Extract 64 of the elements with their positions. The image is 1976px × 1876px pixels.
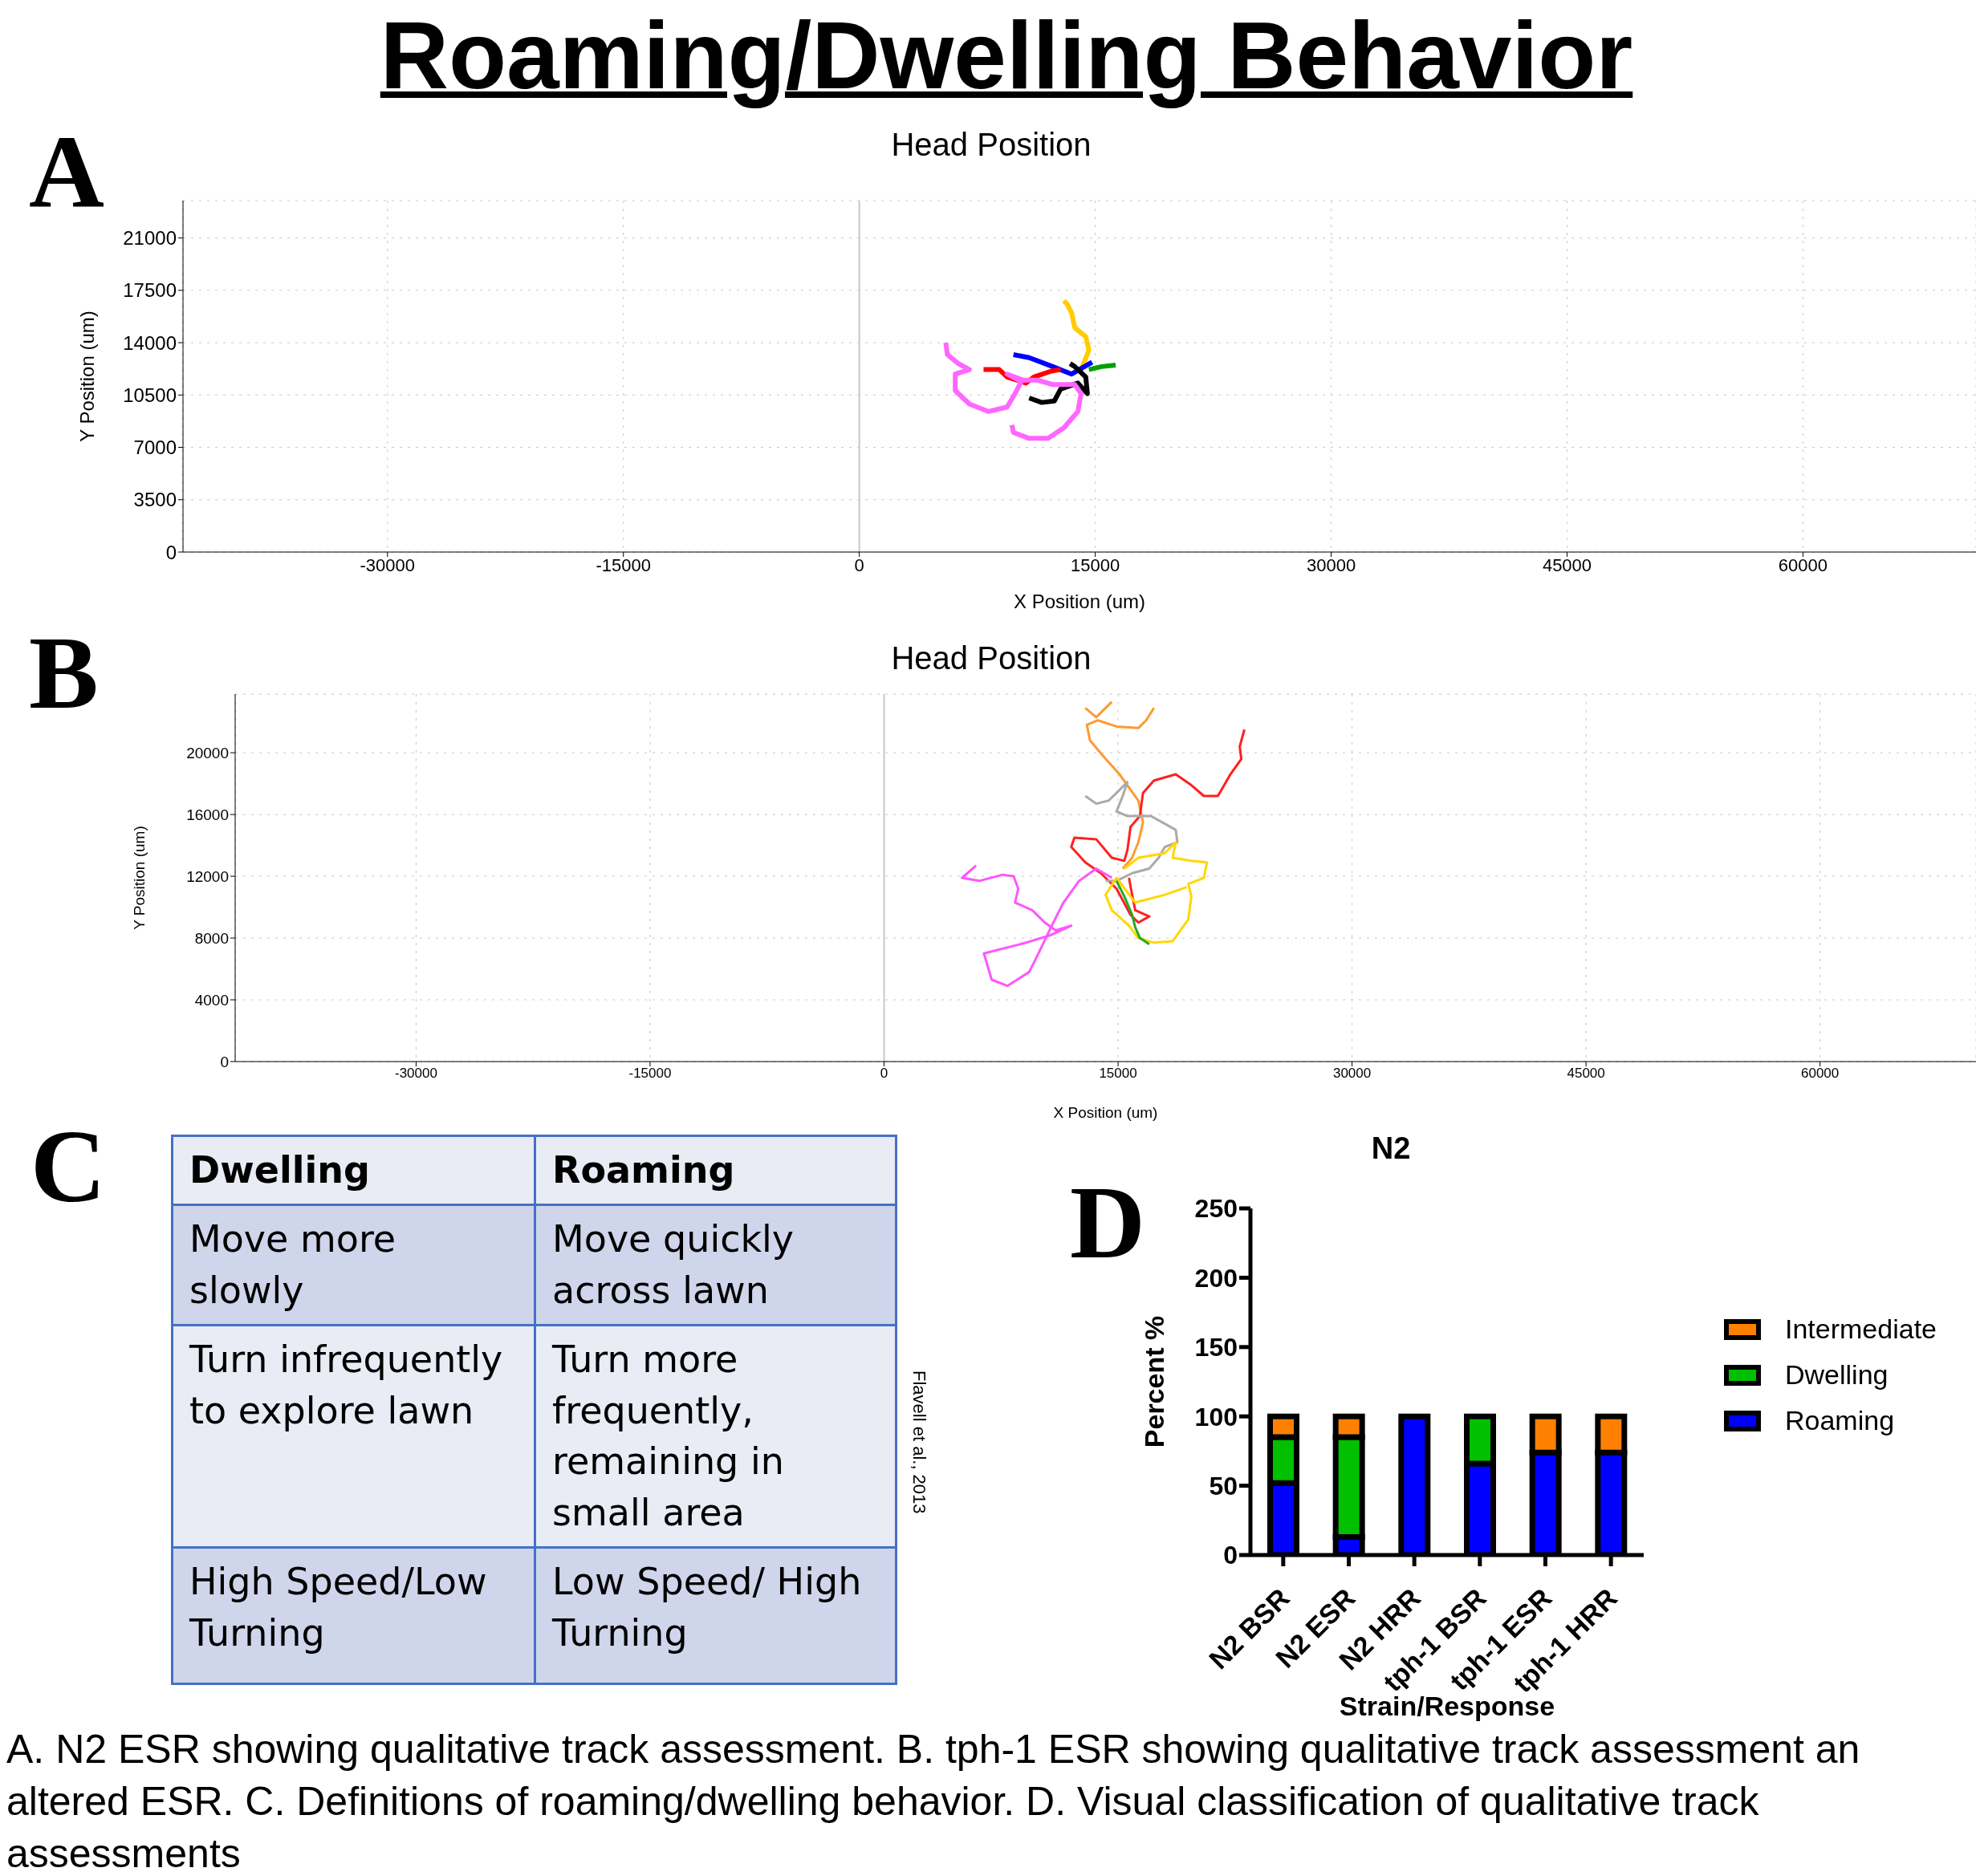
text: Roaming/Dwelling Behavior bbox=[379, 2, 1634, 108]
x-tick-label: 45000 bbox=[1542, 554, 1592, 575]
text: Turn infrequently to explore lawn bbox=[172, 1325, 535, 1548]
y-tick-label: 7000 bbox=[133, 437, 177, 459]
line-series bbox=[1070, 728, 1246, 924]
y-tick-label: 150 bbox=[1194, 1333, 1238, 1362]
text: Turn more frequently, remaining in small area bbox=[535, 1325, 897, 1548]
category-label: Roaming bbox=[535, 1135, 897, 1205]
x-tick-label: 15000 bbox=[1099, 1066, 1137, 1082]
text: Move more slowly bbox=[172, 1204, 535, 1326]
y-tick-label: 200 bbox=[1194, 1263, 1238, 1293]
text: D bbox=[1070, 1164, 1145, 1280]
y-tick-label: 50 bbox=[1209, 1471, 1238, 1500]
x-tick-label: 15000 bbox=[1071, 554, 1120, 575]
line-series bbox=[1104, 841, 1209, 944]
x-tick-label: -30000 bbox=[394, 1066, 437, 1082]
x-axis-title: X Position (um) bbox=[1053, 1104, 1158, 1121]
text: C bbox=[30, 1108, 106, 1224]
y-tick-label: 16000 bbox=[186, 806, 229, 823]
x-tick-label: -15000 bbox=[596, 554, 651, 575]
y-tick-label: 8000 bbox=[194, 929, 229, 947]
text: A. N2 ESR showing qualitative track assessment. B. tph-1 ESR showing qualitative track assessment an altered ESR. C. Definitions of roaming/dwelling behavior. D. Visual classification of qualitative track assessments bbox=[6, 1726, 1861, 1876]
chart-title: Head Position bbox=[891, 640, 1092, 676]
text: Flavell et al., 2013 bbox=[909, 1370, 929, 1514]
legend-label: Dwelling bbox=[1785, 1359, 1889, 1391]
text: A bbox=[29, 113, 104, 229]
y-tick-label: 4000 bbox=[194, 991, 229, 1009]
x-tick-label: 45000 bbox=[1567, 1066, 1605, 1082]
y-tick-label: 17500 bbox=[123, 279, 177, 302]
y-tick-label: 21000 bbox=[123, 227, 177, 250]
x-tick-label: 60000 bbox=[1778, 554, 1828, 575]
line-series bbox=[1084, 781, 1179, 883]
y-axis-title: Percent % bbox=[1139, 1315, 1170, 1448]
y-tick-label: 12000 bbox=[186, 867, 229, 885]
x-tick-label: -15000 bbox=[628, 1066, 672, 1082]
y-tick-label: 3500 bbox=[133, 489, 177, 511]
y-tick-label: 20000 bbox=[186, 744, 229, 761]
legend-label: Roaming bbox=[1785, 1405, 1895, 1436]
text: B bbox=[29, 615, 99, 730]
line-series bbox=[961, 864, 1113, 988]
chart-title: N2 bbox=[1370, 1131, 1412, 1166]
y-axis-title: Y Position (um) bbox=[75, 311, 98, 442]
y-axis-title: Y Position (um) bbox=[130, 826, 148, 930]
y-tick-label: 10500 bbox=[123, 384, 177, 406]
y-tick-label: 14000 bbox=[123, 331, 177, 354]
x-tick-label: 30000 bbox=[1332, 1066, 1372, 1082]
x-tick-label: 30000 bbox=[1306, 554, 1356, 575]
chart-title: Head Position bbox=[891, 127, 1092, 162]
y-tick-label: 100 bbox=[1194, 1402, 1238, 1431]
text: High Speed/Low Turning bbox=[172, 1547, 535, 1684]
line-series bbox=[1115, 879, 1151, 946]
category-label: Dwelling bbox=[172, 1135, 535, 1205]
x-axis-title: Strain/Response bbox=[1339, 1691, 1555, 1721]
text: Move quickly across lawn bbox=[535, 1204, 897, 1326]
x-tick-label: 0 bbox=[880, 1066, 888, 1082]
y-tick-label: 0 bbox=[1223, 1541, 1238, 1570]
y-tick-label: 0 bbox=[220, 1053, 229, 1070]
x-tick-label: 0 bbox=[854, 554, 864, 575]
x-axis-title: X Position (um) bbox=[1013, 591, 1146, 612]
text: Low Speed/ High Turning bbox=[535, 1547, 897, 1684]
legend-label: Intermediate bbox=[1785, 1314, 1937, 1345]
x-tick-label: -30000 bbox=[360, 554, 416, 575]
x-tick-label: 60000 bbox=[1801, 1066, 1840, 1082]
y-tick-label: 250 bbox=[1194, 1194, 1238, 1224]
